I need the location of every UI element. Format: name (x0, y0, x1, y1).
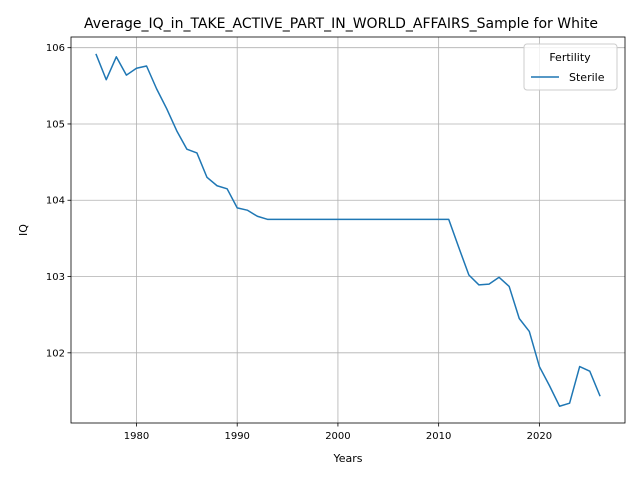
y-tick-label: 102 (46, 348, 65, 359)
y-axis-ticks: 102 103 104 105 106 (46, 43, 71, 359)
y-tick-label: 104 (46, 196, 65, 207)
y-tick-label: 103 (46, 272, 65, 283)
y-tick-label: 106 (46, 43, 65, 54)
chart-title: Average_IQ_in_TAKE_ACTIVE_PART_IN_WORLD_… (84, 16, 598, 32)
series-line-sterile (95, 53, 601, 407)
legend-label-sterile: Sterile (569, 71, 605, 84)
legend-box (523, 43, 618, 91)
plot-area (95, 53, 601, 407)
y-axis-label: IQ (17, 224, 30, 236)
x-tick-label: 2010 (426, 431, 451, 442)
legend: Fertility Sterile (523, 43, 618, 91)
x-tick-label: 1990 (224, 431, 249, 442)
x-axis-label: Years (332, 452, 362, 465)
x-axis-ticks: 1980 1990 2000 2010 2020 (124, 423, 552, 442)
x-tick-label: 2020 (527, 431, 552, 442)
legend-title: Fertility (549, 51, 591, 64)
x-tick-label: 2000 (325, 431, 350, 442)
axes-frame (70, 36, 626, 424)
x-tick-label: 1980 (124, 431, 149, 442)
y-tick-label: 105 (46, 119, 65, 130)
